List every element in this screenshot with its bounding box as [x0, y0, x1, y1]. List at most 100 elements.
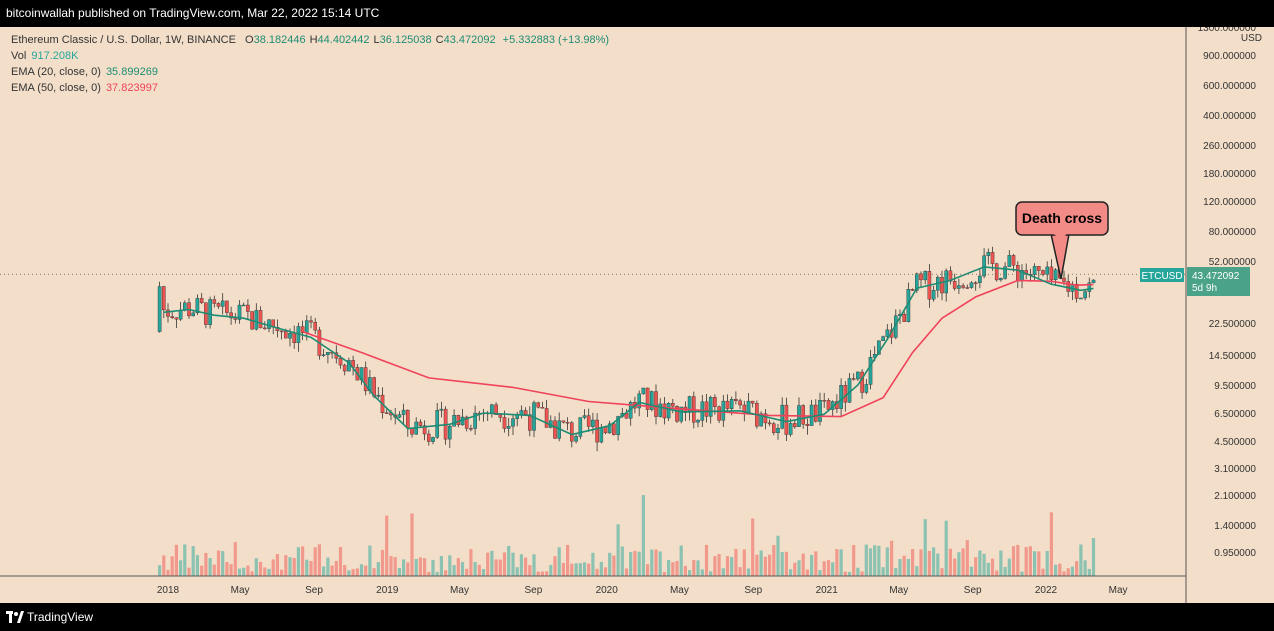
- time-tick-label: 2018: [157, 585, 180, 596]
- candle-body: [422, 425, 427, 435]
- volume-bar: [566, 544, 570, 576]
- volume-bar: [1016, 544, 1020, 576]
- volume-bar: [608, 552, 612, 576]
- candle-body: [860, 371, 864, 393]
- volume-bar: [296, 547, 300, 576]
- legend-volume-row: Vol 917.208K: [11, 50, 78, 62]
- volume-bar: [309, 561, 313, 576]
- candle-body: [978, 275, 982, 283]
- time-tick-label: May: [450, 585, 469, 596]
- last-price-value: 43.472092: [1192, 271, 1240, 282]
- legend-ohlc-key: O: [245, 34, 254, 46]
- volume-bar: [776, 535, 780, 576]
- volume-bar: [877, 545, 881, 576]
- volume-bar: [1054, 564, 1058, 576]
- last-price-tag: 43.472092 5d 9h: [1187, 267, 1250, 296]
- price-tick-label: 52.000000: [1209, 257, 1257, 268]
- ema20-line: [163, 266, 1094, 436]
- candle-body: [170, 316, 175, 318]
- candle-body: [292, 332, 297, 344]
- volume-bar: [915, 566, 919, 576]
- candle-body: [376, 394, 381, 397]
- volume-bar: [1062, 571, 1066, 576]
- volume-bar: [208, 558, 212, 576]
- volume-bar: [448, 555, 452, 576]
- volume-bar: [368, 545, 372, 576]
- volume-bar: [1083, 560, 1087, 576]
- volume-bar: [936, 553, 940, 576]
- legend-ema50-label: EMA (50, close, 0): [11, 82, 101, 94]
- volume-bar: [822, 561, 826, 576]
- price-axis[interactable]: [1186, 27, 1274, 603]
- volume-bar: [940, 568, 944, 576]
- candle-body: [582, 415, 587, 418]
- candle-body: [1041, 270, 1045, 275]
- volume-bar: [688, 570, 692, 576]
- volume-bar: [780, 552, 784, 576]
- volume-bar: [402, 559, 406, 576]
- candle-body: [565, 422, 570, 424]
- volume-bar: [414, 559, 418, 576]
- death-cross-annotation[interactable]: Death cross: [1015, 201, 1109, 280]
- candle-body: [679, 406, 683, 422]
- volume-bar: [675, 560, 679, 576]
- candle-body: [574, 436, 578, 442]
- candle-body: [448, 426, 452, 440]
- candle-body: [544, 408, 549, 428]
- volume-bar: [271, 559, 275, 576]
- volume-bar: [1045, 551, 1049, 576]
- volume-bar: [957, 552, 961, 576]
- candle-body: [734, 399, 738, 401]
- candle-body: [431, 437, 435, 442]
- volume-bar: [599, 561, 603, 576]
- volume-bar: [545, 571, 549, 576]
- volume-bar: [868, 548, 873, 576]
- chart-area[interactable]: Death cross USD 1300.000000 900.000000 600…: [0, 23, 1274, 603]
- volume-bar: [738, 567, 742, 576]
- volume-bar: [969, 566, 974, 576]
- candle-body: [384, 412, 389, 414]
- volume-bar: [927, 550, 931, 576]
- candle-body: [254, 310, 259, 330]
- candle-body: [229, 312, 233, 319]
- volume-bar: [894, 567, 898, 576]
- volume-bar: [624, 568, 629, 576]
- candle-body: [826, 400, 831, 410]
- candle-body: [464, 416, 469, 429]
- volume-bar: [494, 559, 498, 576]
- volume-bar: [359, 564, 364, 576]
- volume-bar: [612, 555, 616, 576]
- time-tick-label: May: [231, 585, 250, 596]
- legend-ema20-label: EMA (20, close, 0): [11, 66, 101, 78]
- volume-bar: [498, 559, 502, 576]
- volume-bar: [650, 549, 654, 576]
- candle-body: [220, 300, 225, 307]
- volume-bar: [553, 556, 557, 576]
- volume-bar: [347, 570, 351, 576]
- volume-bar: [275, 554, 279, 576]
- volume-bar: [389, 556, 393, 576]
- volume-bar: [1066, 568, 1070, 576]
- volume-bar: [338, 547, 343, 576]
- candle-body: [178, 309, 183, 320]
- candle-body: [973, 282, 978, 284]
- candle-body: [814, 404, 818, 422]
- volume-bar: [662, 571, 666, 576]
- volume-bar: [826, 560, 831, 576]
- candle-body: [952, 280, 957, 289]
- volume-bar: [751, 518, 755, 576]
- volume-bar: [603, 567, 608, 576]
- volume-bar: [254, 558, 258, 576]
- volume-bar: [974, 557, 978, 576]
- footer-bar: TradingView: [0, 603, 1274, 631]
- price-tick-label: 400.000000: [1203, 111, 1256, 122]
- volume-bar: [280, 569, 284, 576]
- candle-body: [300, 326, 305, 334]
- volume-bar: [540, 571, 544, 576]
- candle-body: [595, 419, 599, 443]
- chart-canvas[interactable]: Death cross USD 1300.000000 900.000000 600…: [0, 23, 1274, 603]
- volume-bar: [515, 567, 519, 576]
- candle-body: [780, 404, 784, 429]
- ema50-line: [302, 279, 1094, 418]
- candle-body: [288, 332, 292, 339]
